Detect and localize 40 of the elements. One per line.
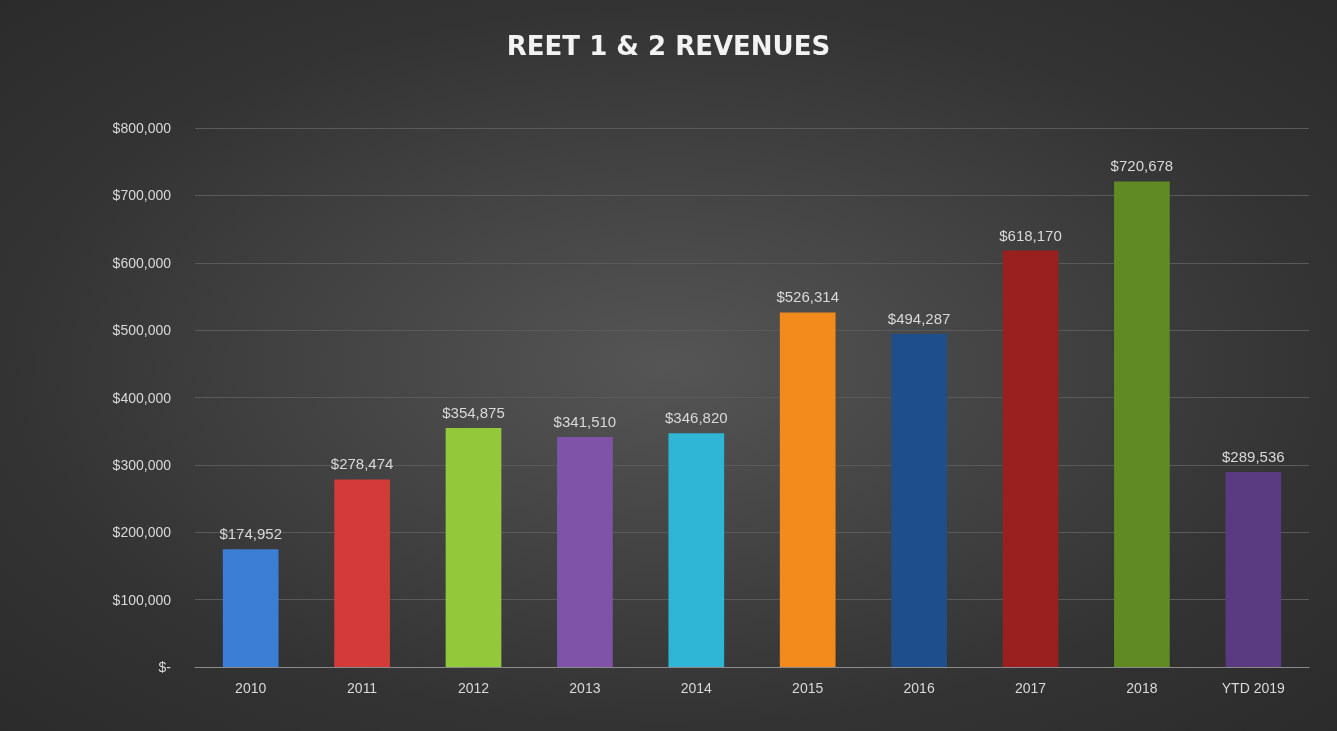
- x-tick-label: 2012: [457, 680, 490, 696]
- y-tick-label: $400,000: [112, 389, 172, 406]
- data-label: $346,820: [665, 409, 728, 427]
- x-tick-label: YTD 2019: [1221, 680, 1286, 696]
- y-tick-label: $200,000: [112, 524, 172, 541]
- y-tick-label: $800,000: [112, 120, 172, 136]
- x-tick-label: 2010: [235, 680, 267, 696]
- y-tick-label: $500,000: [112, 322, 172, 339]
- data-label: $174,952: [219, 525, 282, 543]
- data-label: $526,314: [776, 288, 839, 306]
- y-tick-label: $600,000: [112, 254, 172, 271]
- x-tick-label: 2011: [347, 680, 378, 696]
- x-tick-label: 2017: [1014, 680, 1047, 696]
- y-tick-label: $700,000: [112, 187, 172, 204]
- y-tick-label: $-: [158, 659, 172, 675]
- data-label: $289,536: [1222, 447, 1285, 465]
- bar: [557, 436, 613, 667]
- chart-title: REET 1 & 2 REVENUES: [506, 31, 831, 61]
- bar: [445, 427, 502, 667]
- bar: [1225, 471, 1282, 667]
- x-tick-label: 2015: [792, 680, 824, 696]
- y-tick-label: $300,000: [112, 456, 172, 473]
- data-label: $278,474: [330, 455, 394, 473]
- x-tick-label: 2013: [569, 680, 601, 696]
- bar: [222, 549, 279, 667]
- y-tick-label: $100,000: [112, 591, 172, 608]
- bar: [891, 333, 947, 667]
- data-label: $354,875: [442, 403, 505, 421]
- data-label: $618,170: [999, 226, 1062, 244]
- data-label: $720,678: [1110, 157, 1174, 175]
- x-tick-label: 2018: [1126, 680, 1158, 696]
- data-label: $494,287: [887, 309, 951, 327]
- x-tick-label: 2014: [680, 680, 713, 696]
- x-tick-label: 2016: [903, 680, 935, 696]
- bar: [1114, 181, 1170, 667]
- bar: [779, 312, 836, 667]
- bar: [334, 479, 390, 667]
- data-label: $341,510: [553, 412, 617, 430]
- bar: [1002, 250, 1059, 667]
- bar: [668, 433, 725, 667]
